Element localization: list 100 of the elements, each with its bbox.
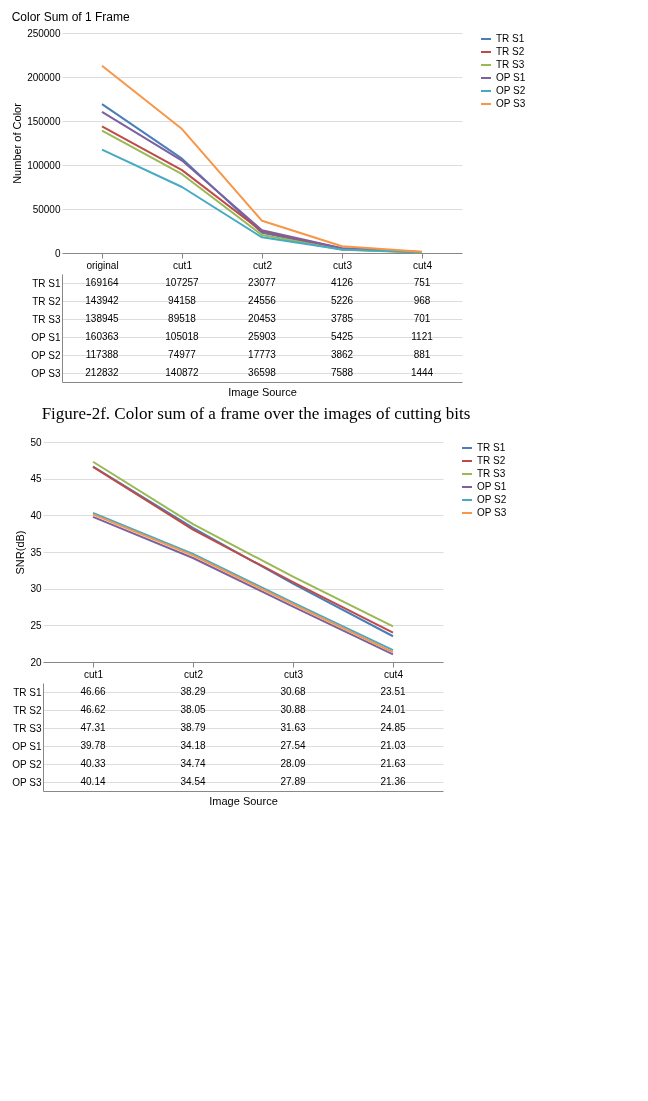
text: OP S3 xyxy=(31,367,61,379)
legend-label: OP S3 xyxy=(496,98,526,109)
legend-label: OP S2 xyxy=(477,494,507,505)
legend-label: TR S3 xyxy=(477,468,506,479)
legend-label: OP S2 xyxy=(496,85,526,96)
text: OP S2 xyxy=(12,758,42,770)
x-axis-title: Image Source xyxy=(228,385,297,398)
text: OP S1 xyxy=(31,331,61,343)
y-tick-label: 40 xyxy=(30,509,42,521)
data-label: 40.14 xyxy=(80,776,106,787)
data-label: 5425 xyxy=(330,331,354,342)
data-label: 105018 xyxy=(165,331,200,342)
x-tick-label: cut4 xyxy=(413,259,433,271)
data-label: 25903 xyxy=(248,331,277,342)
data-label: 17773 xyxy=(248,349,277,360)
y-tick-label: 150000 xyxy=(27,115,61,127)
legend-label: TR S1 xyxy=(477,442,506,453)
y-tick-label: 250000 xyxy=(27,27,61,39)
data-label: 968 xyxy=(413,295,431,306)
x-axis-title: Image Source xyxy=(209,794,278,807)
data-label: 34.18 xyxy=(180,740,206,751)
y-axis-title: SNR(dB) xyxy=(14,530,27,575)
legend-label: TR S1 xyxy=(496,33,525,44)
x-tick-label: cut1 xyxy=(173,259,193,271)
data-label: 94158 xyxy=(168,295,197,306)
y-tick-label: 30 xyxy=(30,583,42,595)
legend-label: TR S2 xyxy=(496,46,525,57)
data-label: 4126 xyxy=(330,277,354,288)
y-axis-title: Number of Color xyxy=(11,102,24,184)
line-series xyxy=(101,64,423,253)
data-label: 21.63 xyxy=(380,758,406,769)
data-label: 140872 xyxy=(165,367,200,378)
data-label: 24.01 xyxy=(380,704,406,715)
data-label: 30.68 xyxy=(280,686,306,697)
x-tick-label: cut3 xyxy=(284,668,304,680)
data-label: 38.79 xyxy=(180,722,206,733)
data-label: 138945 xyxy=(85,313,120,324)
x-tick-label: cut3 xyxy=(333,259,353,271)
y-tick-label: 20 xyxy=(30,656,42,668)
data-label: 881 xyxy=(413,349,431,360)
y-tick-label: 100000 xyxy=(27,159,61,171)
data-label: 30.88 xyxy=(280,704,306,715)
data-label: 27.54 xyxy=(280,740,306,751)
data-label: 39.78 xyxy=(80,740,106,751)
text: TR S3 xyxy=(32,313,61,325)
data-label: 31.63 xyxy=(280,722,306,733)
data-label: 1121 xyxy=(411,331,434,342)
text: TR S2 xyxy=(13,704,42,716)
chart-title: Color Sum of 1 Frame xyxy=(11,10,130,24)
x-tick-label: original xyxy=(86,259,119,271)
legend-label: OP S1 xyxy=(477,481,507,492)
data-label: 107257 xyxy=(165,277,200,288)
x-tick-label: cut2 xyxy=(253,259,273,271)
text: OP S2 xyxy=(31,349,61,361)
y-tick-label: 200000 xyxy=(27,71,61,83)
data-label: 117388 xyxy=(85,349,119,360)
data-label: 169164 xyxy=(85,277,120,288)
text: TR S2 xyxy=(32,295,61,307)
x-tick-label: cut4 xyxy=(384,668,404,680)
legend-label: TR S3 xyxy=(496,59,525,70)
data-label: 46.66 xyxy=(80,686,106,697)
text: TR S3 xyxy=(13,722,42,734)
data-label: 36598 xyxy=(248,367,277,378)
data-label: 7588 xyxy=(330,367,354,378)
data-label: 47.31 xyxy=(80,722,106,733)
data-label: 21.03 xyxy=(380,740,406,751)
data-label: 20453 xyxy=(248,313,277,324)
data-label: 212832 xyxy=(85,367,120,378)
data-label: 701 xyxy=(413,313,431,324)
y-tick-label: 25 xyxy=(30,619,42,631)
data-label: 160363 xyxy=(85,331,120,342)
data-label: 40.33 xyxy=(80,758,106,769)
x-tick-label: cut1 xyxy=(84,668,104,680)
data-label: 38.05 xyxy=(180,704,206,715)
data-label: 38.29 xyxy=(180,686,206,697)
legend-label: TR S2 xyxy=(477,455,506,466)
legend-label: OP S1 xyxy=(496,72,526,83)
y-tick-label: 35 xyxy=(30,546,42,558)
data-label: 5226 xyxy=(330,295,354,306)
data-label: 46.62 xyxy=(80,704,106,715)
data-label: 34.54 xyxy=(180,776,206,787)
text: TR S1 xyxy=(13,686,42,698)
y-tick-label: 45 xyxy=(30,473,42,485)
data-label: 23077 xyxy=(248,277,277,288)
data-label: 89518 xyxy=(168,313,197,324)
data-label: 24556 xyxy=(248,295,277,306)
data-label: 34.74 xyxy=(180,758,206,769)
data-label: 27.89 xyxy=(280,776,306,787)
data-label: 28.09 xyxy=(280,758,306,769)
data-label: 143942 xyxy=(85,295,120,306)
data-label: 3785 xyxy=(330,313,354,324)
y-tick-label: 50000 xyxy=(32,203,61,215)
data-label: 751 xyxy=(413,277,431,288)
y-tick-label: 0 xyxy=(54,247,61,259)
data-label: 23.51 xyxy=(380,686,406,697)
text: OP S1 xyxy=(12,740,42,752)
y-tick-label: 50 xyxy=(30,436,42,448)
data-label: 74977 xyxy=(168,349,197,360)
data-label: 3862 xyxy=(330,349,354,360)
text: Figure-2f. Color sum of a frame over the images of cutting bits xyxy=(40,404,472,424)
